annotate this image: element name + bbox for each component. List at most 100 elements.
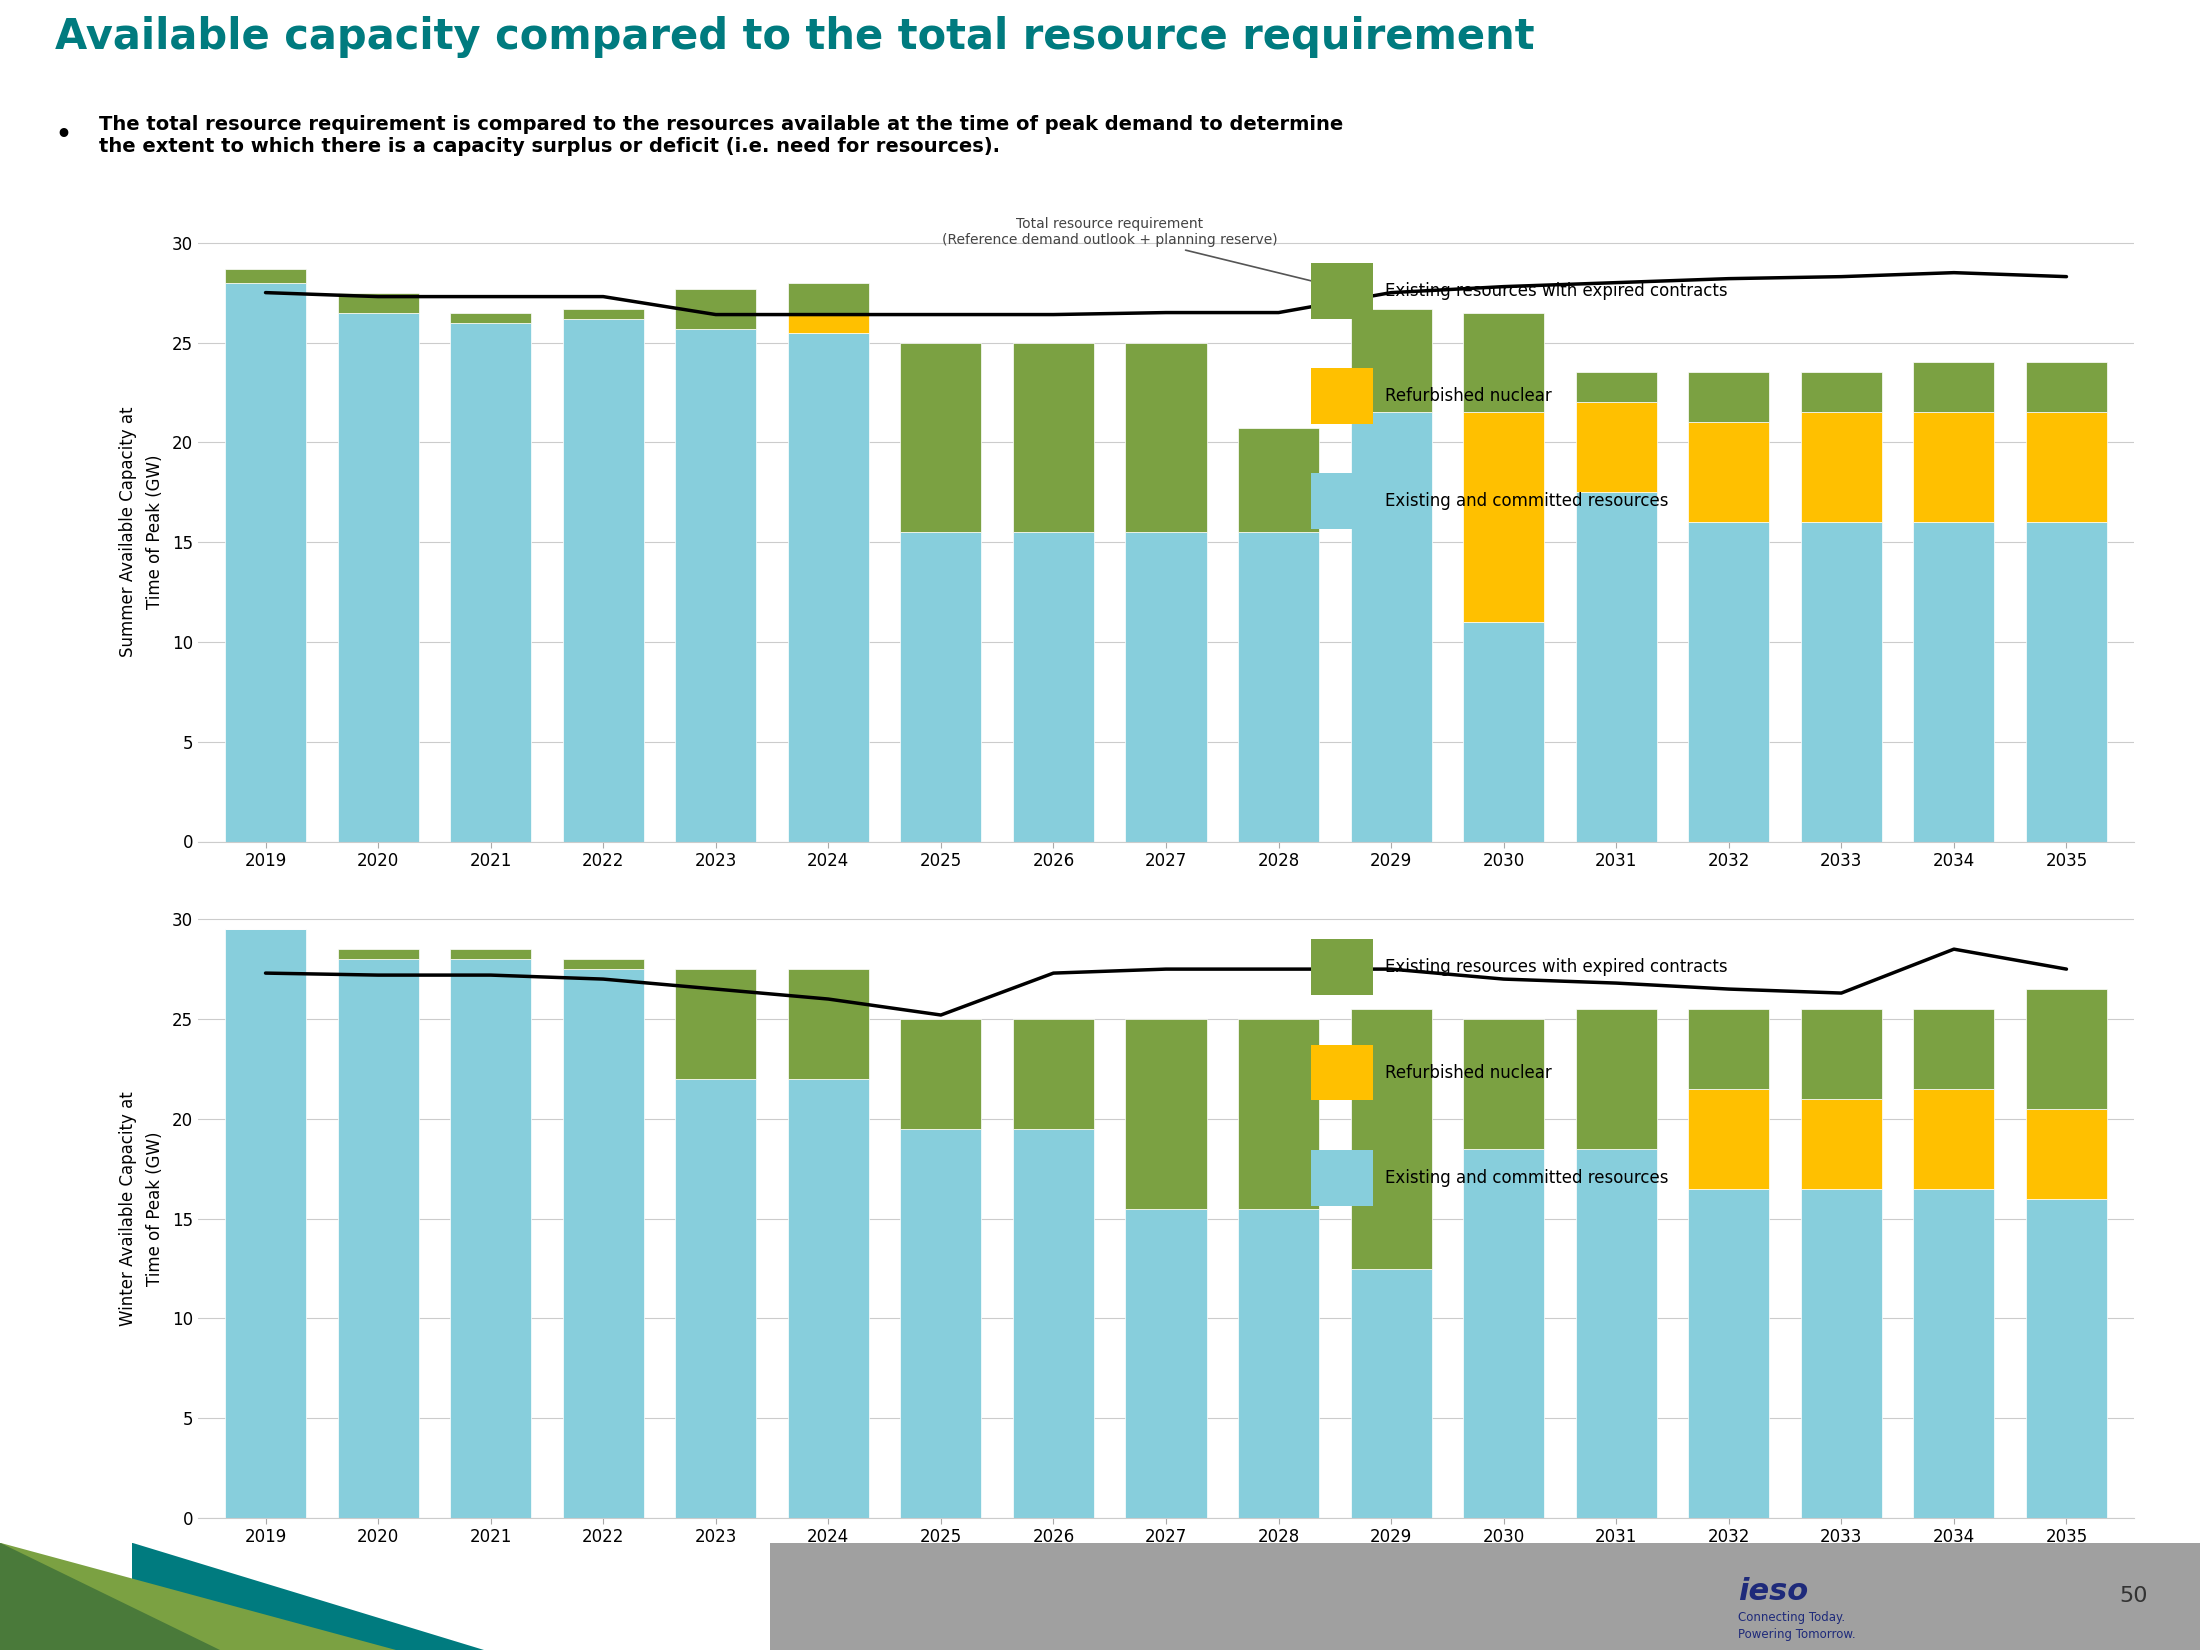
Text: Existing and committed resources: Existing and committed resources — [1384, 492, 1668, 510]
Bar — [1012, 1129, 1093, 1518]
Bar — [1239, 429, 1320, 531]
Bar — [788, 333, 869, 842]
Text: Total resource requirement
(Reference demand outlook + planning reserve): Total resource requirement (Reference de… — [942, 216, 1331, 287]
Bar — [337, 292, 418, 312]
FancyBboxPatch shape — [1311, 1150, 1373, 1206]
Bar — [1575, 403, 1657, 492]
Bar — [451, 959, 530, 1518]
Bar — [1351, 1010, 1432, 1269]
Bar — [1239, 1020, 1320, 1208]
Bar — [1351, 412, 1432, 842]
Bar — [563, 318, 645, 842]
Bar — [1126, 1020, 1206, 1208]
Bar — [675, 1079, 757, 1518]
Bar — [900, 1020, 981, 1129]
Text: Available capacity compared to the total resource requirement: Available capacity compared to the total… — [55, 16, 1536, 58]
FancyBboxPatch shape — [1311, 1044, 1373, 1101]
Bar — [1126, 1208, 1206, 1518]
Bar — [1012, 1020, 1093, 1129]
Bar — [337, 312, 418, 842]
Text: The total resource requirement is compared to the resources available at the tim: The total resource requirement is compar… — [99, 116, 1344, 155]
Bar — [563, 959, 645, 969]
Bar — [1126, 343, 1206, 531]
Bar — [1914, 412, 1995, 521]
Bar — [1575, 492, 1657, 842]
Bar — [1463, 622, 1544, 842]
Bar — [1463, 1020, 1544, 1148]
Bar — [1239, 531, 1320, 842]
Bar — [1463, 1148, 1544, 1518]
Bar — [1687, 422, 1769, 521]
Bar — [1802, 373, 1881, 412]
Text: Refurbished nuclear: Refurbished nuclear — [1384, 388, 1551, 404]
Bar — [2026, 521, 2108, 842]
Bar — [1687, 1089, 1769, 1188]
Polygon shape — [132, 1543, 484, 1650]
Bar — [1802, 1099, 1881, 1188]
Polygon shape — [0, 1543, 220, 1650]
Bar — [2026, 1198, 2108, 1518]
Bar — [1914, 363, 1995, 412]
Bar — [1575, 1148, 1657, 1518]
Bar — [2026, 1109, 2108, 1198]
Bar — [224, 929, 306, 1518]
Bar — [337, 959, 418, 1518]
Text: Existing resources with expired contracts: Existing resources with expired contract… — [1384, 282, 1727, 300]
Text: Existing and committed resources: Existing and committed resources — [1384, 1168, 1668, 1186]
Bar — [1575, 373, 1657, 403]
Bar — [900, 343, 981, 531]
Bar — [1351, 309, 1432, 412]
Y-axis label: Summer Available Capacity at
Time of Peak (GW): Summer Available Capacity at Time of Pea… — [119, 408, 163, 657]
Bar — [563, 969, 645, 1518]
Bar — [1914, 1010, 1995, 1089]
Bar — [1914, 521, 1995, 842]
Bar — [1802, 521, 1881, 842]
Bar — [2026, 412, 2108, 521]
Bar — [1687, 1188, 1769, 1518]
Bar — [1687, 521, 1769, 842]
Y-axis label: Winter Available Capacity at
Time of Peak (GW): Winter Available Capacity at Time of Pea… — [119, 1091, 163, 1327]
Bar — [1802, 412, 1881, 521]
FancyBboxPatch shape — [1311, 474, 1373, 530]
FancyBboxPatch shape — [1311, 939, 1373, 995]
Bar — [1351, 1269, 1432, 1518]
Bar — [1802, 1010, 1881, 1099]
Bar — [1463, 312, 1544, 412]
Bar — [1914, 1089, 1995, 1188]
Bar — [1012, 343, 1093, 531]
Bar — [1802, 1188, 1881, 1518]
Bar — [675, 969, 757, 1079]
Bar — [1575, 1010, 1657, 1148]
Bar — [1914, 1188, 1995, 1518]
Bar — [451, 322, 530, 842]
Bar — [770, 1543, 2200, 1650]
Bar — [1012, 531, 1093, 842]
Text: 50: 50 — [2121, 1586, 2147, 1607]
Bar — [788, 1079, 869, 1518]
Bar — [2026, 988, 2108, 1109]
Text: Connecting Today.
Powering Tomorrow.: Connecting Today. Powering Tomorrow. — [1738, 1612, 1855, 1642]
Text: Existing resources with expired contracts: Existing resources with expired contract… — [1384, 959, 1727, 977]
Bar — [1687, 1010, 1769, 1089]
FancyBboxPatch shape — [1311, 262, 1373, 318]
Bar — [1463, 412, 1544, 622]
Text: ieso: ieso — [1738, 1576, 1808, 1605]
Bar — [563, 309, 645, 318]
Bar — [788, 312, 869, 333]
Bar — [1687, 373, 1769, 422]
Bar — [788, 282, 869, 312]
Bar — [900, 531, 981, 842]
Bar — [900, 1129, 981, 1518]
Bar — [451, 312, 530, 322]
Bar — [788, 969, 869, 1079]
Bar — [1239, 1208, 1320, 1518]
Bar — [451, 949, 530, 959]
Bar — [1126, 531, 1206, 842]
Polygon shape — [0, 1543, 396, 1650]
FancyBboxPatch shape — [1311, 368, 1373, 424]
Text: •: • — [55, 122, 70, 147]
Bar — [224, 269, 306, 282]
Bar — [224, 282, 306, 842]
Bar — [675, 328, 757, 842]
Bar — [2026, 363, 2108, 412]
